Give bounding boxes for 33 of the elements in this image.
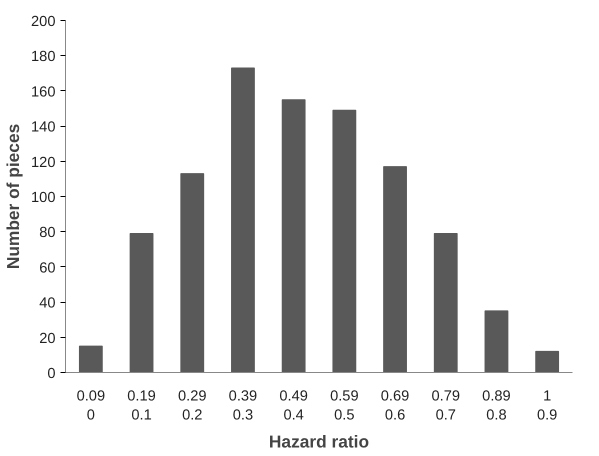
x-tick-label: 0.39 0.3 [228,388,258,424]
y-tick-label: 0 [47,366,56,382]
x-tick-label: 0.09 0 [76,388,106,424]
x-tick-label: 0.29 0.2 [178,388,207,424]
y-tick-label: 100 [31,190,56,206]
bar [383,166,407,372]
bar [180,173,204,372]
bar [231,68,255,372]
y-tick-label: 180 [31,49,56,66]
x-tick-label: 0.69 0.6 [380,388,410,424]
x-tick-label: 1 0.9 [536,388,558,424]
bar [434,232,458,372]
bar [130,232,154,372]
x-tick-label: 0.89 0.8 [482,388,511,424]
x-tick-label: 0.19 0.1 [127,388,156,424]
bar [78,346,103,372]
bar [484,310,508,372]
x-tick-label: 0.59 0.5 [330,388,359,424]
y-tick-label: 40 [39,296,56,312]
y-tick-label: 140 [31,120,56,136]
x-tick-label: 0.49 0.4 [279,388,308,424]
bar [332,110,356,372]
y-tick-label: 160 [31,84,56,100]
y-tick-label: 200 [31,14,56,30]
bar [282,99,306,372]
y-tick-label: 80 [39,225,56,242]
y-tick-label: 60 [39,260,56,276]
x-axis-title: Hazard ratio [268,432,370,452]
x-tick-label: 0.79 0.7 [431,388,460,424]
y-tick-label: 120 [31,154,56,171]
bar [535,350,560,372]
y-axis-title: Number of pieces [3,124,24,270]
y-tick-label: 20 [39,330,56,347]
